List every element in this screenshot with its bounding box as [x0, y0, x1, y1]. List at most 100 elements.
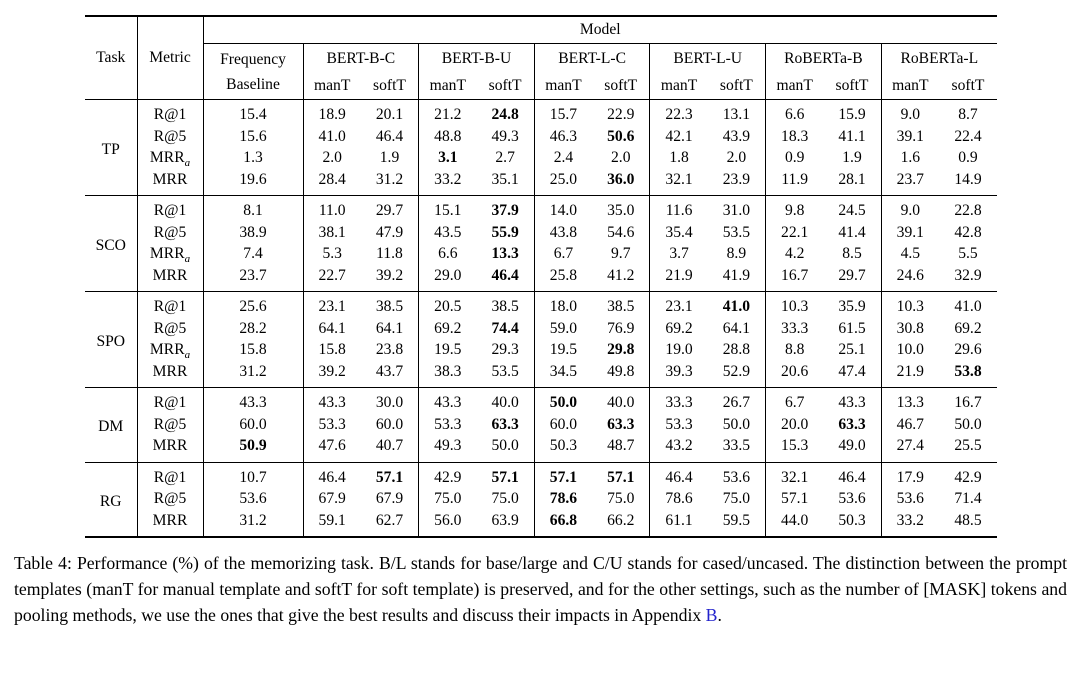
- value-cell: 10.3: [781, 298, 809, 315]
- value-cell: 31.0: [707, 195, 767, 222]
- value-cell: 29.7: [360, 195, 420, 222]
- value-cell: 20.6: [781, 362, 809, 380]
- value-cell: 9.0: [900, 202, 921, 219]
- value-cell: 61.5: [823, 317, 882, 339]
- value-cell: 2.7: [476, 147, 535, 169]
- value-cell: 38.5: [360, 291, 420, 318]
- table-row: MRRa 15.8 15.8 23.8 19.5 29.3 19.5 29.8 19.0 28.8…: [85, 339, 997, 361]
- value-cell: 8.9: [707, 243, 767, 265]
- value-cell: 23.7: [203, 264, 304, 292]
- table-row: DM R@1 43.3 43.3 30.0 43.3 40.0 50.0 40.0 33.3 26.…: [85, 387, 997, 462]
- table-row: TP R@1 15.4 18.9 20.1 21.2 24.8 15.7 22.9 22.3 13.…: [85, 99, 997, 196]
- table-row: R@5 38.9 38.1 47.9 43.5 55.9 43.8 54.6 35.4 53.5 2…: [85, 221, 997, 243]
- value-cell: 59.1: [318, 511, 346, 529]
- metric-label: R@5: [153, 223, 187, 241]
- value-cell: 15.4: [203, 99, 304, 126]
- metric-label: MRR: [152, 362, 188, 380]
- value-cell: 57.1: [592, 462, 651, 488]
- value-cell: 43.7: [360, 360, 420, 388]
- col-header-group: BERT-L-C: [534, 43, 651, 74]
- metric-cell: R@5: [137, 488, 204, 510]
- value-cell: 53.5: [707, 221, 767, 243]
- value-cell: 74.4: [476, 317, 535, 339]
- value-cell: 23.8: [360, 339, 420, 361]
- value-cell: 19.6: [203, 168, 304, 196]
- metric-cell: MRR: [137, 264, 204, 292]
- value-cell: 28.2: [203, 317, 304, 339]
- col-header-group: RoBERTa-L: [900, 50, 979, 67]
- value-cell: 46.4: [360, 125, 420, 147]
- col-header-soft: softT: [707, 74, 767, 100]
- metric-cell: R@5: [137, 125, 204, 147]
- metric-cell: R@1: [137, 195, 204, 222]
- value-cell: 44.0: [781, 511, 809, 529]
- value-cell: 50.6: [592, 125, 651, 147]
- task-group-spo: SPO R@1 25.6 23.1 38.5 20.5 38.5 18.0 38.5 23.1 41…: [85, 291, 997, 388]
- metric-label: MRR: [152, 266, 188, 284]
- value-cell: 29.8: [592, 339, 651, 361]
- value-cell: 39.2: [360, 264, 420, 292]
- value-cell: 5.5: [958, 245, 978, 262]
- value-cell: 54.6: [592, 221, 651, 243]
- value-cell: 22.8: [954, 202, 982, 219]
- value-cell: 40.0: [476, 387, 535, 414]
- value-cell: 33.3: [781, 319, 809, 337]
- value-cell: 53.6: [896, 490, 924, 507]
- results-table: Task Metric Model Frequency Baseline BERT-B-C…: [85, 15, 997, 538]
- value-cell: 18.3: [781, 127, 809, 145]
- value-cell: 38.5: [592, 291, 651, 318]
- value-cell: 48.5: [954, 511, 982, 529]
- value-cell: 63.3: [823, 413, 882, 435]
- table-row: R@5 60.0 53.3 60.0 53.3 63.3 60.0 63.3 53.3 50.0 2…: [85, 413, 997, 435]
- value-cell: 38.9: [203, 221, 304, 243]
- baseline-line2: Baseline: [226, 75, 280, 93]
- value-cell: 30.0: [360, 387, 420, 414]
- value-cell: 6.6: [784, 106, 805, 123]
- value-cell: 50.0: [476, 435, 535, 462]
- col-header-metric: Metric: [137, 16, 204, 100]
- value-cell: 49.8: [592, 360, 651, 388]
- value-cell: 53.3: [665, 415, 693, 433]
- value-cell: 50.3: [549, 437, 578, 454]
- metric-label: R@5: [153, 490, 187, 507]
- value-cell: 41.2: [592, 264, 651, 292]
- value-cell: 11.9: [781, 170, 809, 188]
- col-header-group: BERT-B-C: [303, 43, 420, 74]
- value-cell: 9.0: [900, 106, 921, 123]
- metric-cell: R@1: [137, 291, 204, 318]
- value-cell: 41.9: [707, 264, 767, 292]
- value-cell: 26.7: [707, 387, 767, 414]
- value-cell: 20.5: [434, 298, 462, 315]
- value-cell: 40.7: [360, 435, 420, 462]
- value-cell: 32.1: [781, 468, 809, 486]
- task-group-sco: SCO R@1 8.1 11.0 29.7 15.1 37.9 14.0 35.0 11.6 31.…: [85, 195, 997, 292]
- metric-label: R@1: [153, 468, 187, 486]
- value-cell: 50.0: [549, 394, 578, 411]
- value-cell: 41.4: [823, 221, 882, 243]
- value-cell: 33.5: [707, 435, 767, 462]
- value-cell: 23.1: [665, 298, 693, 315]
- value-cell: 32.9: [954, 266, 982, 284]
- value-cell: 28.8: [707, 339, 767, 361]
- value-cell: 10.0: [896, 341, 924, 358]
- value-cell: 31.2: [203, 360, 304, 388]
- value-cell: 8.1: [203, 195, 304, 222]
- col-header-mant: manT: [429, 77, 466, 94]
- value-cell: 27.4: [896, 437, 924, 454]
- value-cell: 19.5: [434, 341, 462, 358]
- value-cell: 22.9: [592, 99, 651, 126]
- value-cell: 7.4: [203, 243, 304, 265]
- value-cell: 39.2: [318, 362, 346, 380]
- value-cell: 39.3: [665, 362, 693, 380]
- value-cell: 47.4: [823, 360, 882, 388]
- value-cell: 24.8: [476, 99, 535, 126]
- value-cell: 6.7: [553, 245, 574, 262]
- metric-label: R@1: [153, 394, 187, 411]
- col-header-soft: softT: [951, 77, 985, 94]
- value-cell: 10.7: [203, 462, 304, 488]
- metric-label: R@1: [153, 298, 187, 315]
- value-cell: 3.7: [669, 245, 689, 262]
- value-cell: 38.1: [318, 223, 346, 241]
- appendix-link[interactable]: B: [705, 604, 718, 625]
- value-cell: 15.9: [823, 99, 882, 126]
